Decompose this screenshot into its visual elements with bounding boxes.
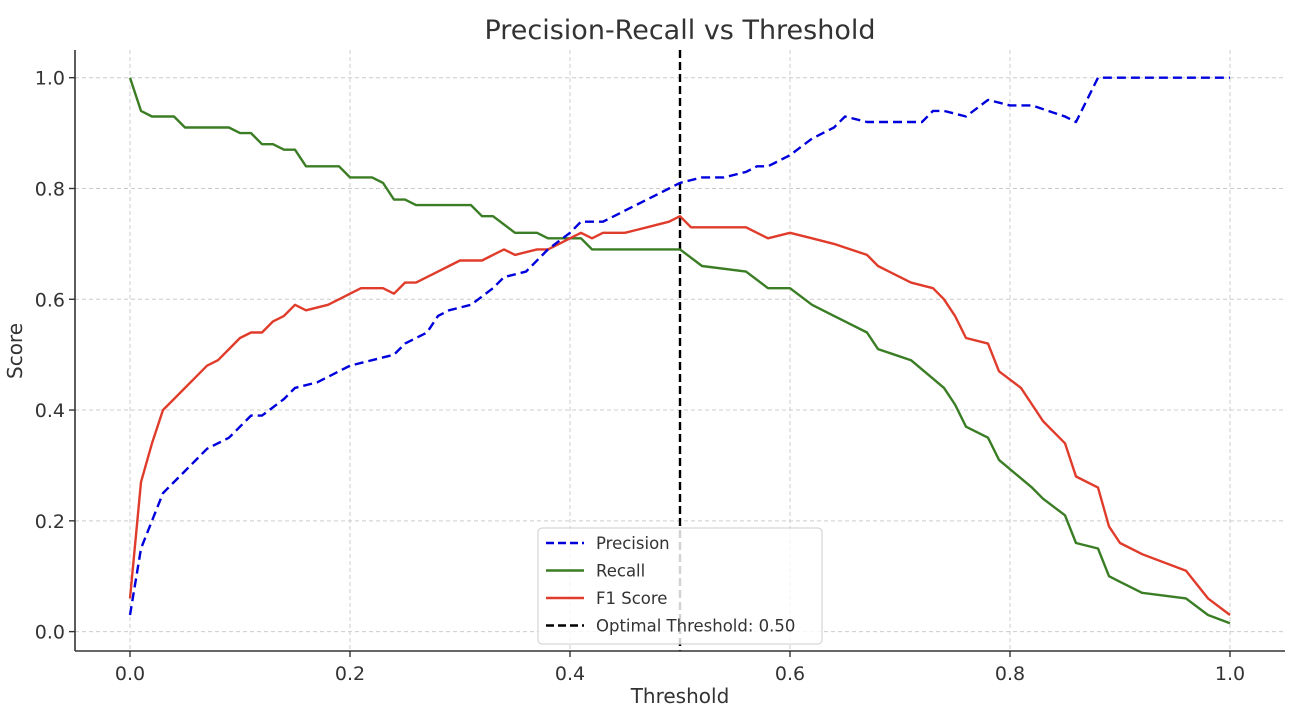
legend-entry-label: Precision — [596, 534, 670, 553]
ticks: 0.0 0.2 0.4 0.6 0.8 1.0 0.0 0.2 0.4 0.6 0.8 1.0 — [35, 68, 1245, 685]
y-tick-label: 1.0 — [35, 68, 65, 90]
x-tick-label: 0.8 — [995, 663, 1025, 685]
legend-entry-label: Optimal Threshold: 0.50 — [596, 617, 795, 636]
series-line-recall — [128, 77, 1231, 625]
y-tick-label: 0.6 — [35, 289, 65, 311]
legend-entry-label: Recall — [596, 562, 645, 581]
x-tick-label: 0.0 — [115, 663, 145, 685]
y-tick-label: 0.2 — [35, 511, 65, 533]
y-tick-label: 0.4 — [35, 400, 65, 422]
legend-box — [537, 527, 823, 645]
axes — [74, 50, 1285, 652]
x-tick-label: 0.4 — [555, 663, 585, 685]
x-tick-label: 1.0 — [1215, 663, 1245, 685]
legend-entry-label: F1 Score — [596, 589, 667, 608]
chart-title: Precision-Recall vs Threshold — [484, 15, 875, 46]
series-line-precision — [128, 76, 1230, 616]
x-tick-label: 0.2 — [335, 663, 365, 685]
legend: Precision Recall F1 Score Optimal Threshold… — [537, 527, 823, 645]
x-axis-label: Threshold — [630, 684, 730, 708]
y-tick-label: 0.8 — [35, 178, 65, 200]
series-line-f1-score — [128, 214, 1231, 616]
x-tick-label: 0.6 — [775, 663, 805, 685]
y-tick-label: 0.0 — [35, 622, 65, 644]
y-axis-label: Score — [3, 323, 27, 379]
series-layer — [128, 76, 1231, 625]
